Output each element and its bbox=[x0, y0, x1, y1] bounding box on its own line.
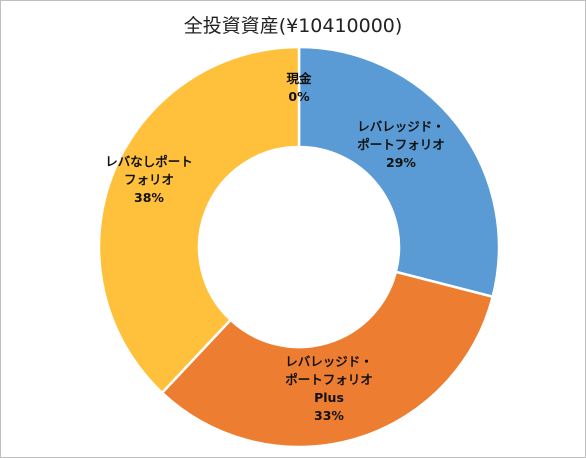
slice-percent: 38% bbox=[134, 190, 164, 205]
donut-slice-4 bbox=[97, 45, 301, 395]
slice-label-line: 現金 bbox=[286, 71, 312, 86]
slice-label-1: 現金 0% bbox=[286, 71, 312, 104]
donut-slices bbox=[97, 45, 501, 449]
slice-label-line: ポートフォリオ bbox=[285, 372, 373, 387]
slice-label-2: レバレッジド・ポートフォリオ 29% bbox=[357, 119, 445, 170]
slice-label-4: レバなしポートフォリオ 38% bbox=[105, 154, 193, 205]
slice-label-3: レバレッジド・ポートフォリオ Plus 33% bbox=[285, 354, 373, 423]
slice-label-line: レバレッジド・ bbox=[285, 354, 373, 369]
donut-slice-2 bbox=[297, 45, 501, 299]
slice-percent: 0% bbox=[288, 89, 310, 104]
slice-label-line: レバレッジド・ bbox=[357, 119, 445, 134]
slice-percent: 33% bbox=[314, 408, 344, 423]
slice-label-line: Plus bbox=[314, 390, 344, 405]
chart-title: 全投資資産(¥10410000) bbox=[183, 15, 403, 37]
slice-label-line: フォリオ bbox=[124, 172, 174, 187]
slice-label-line: ポートフォリオ bbox=[357, 137, 445, 152]
slice-percent: 29% bbox=[386, 155, 416, 170]
slice-labels: 現金 0%レバレッジド・ポートフォリオ 29%レバレッジド・ポートフォリオ Plus 3… bbox=[105, 71, 445, 423]
donut-slice-3 bbox=[160, 270, 495, 449]
slice-label-line: レバなしポート bbox=[105, 154, 193, 169]
